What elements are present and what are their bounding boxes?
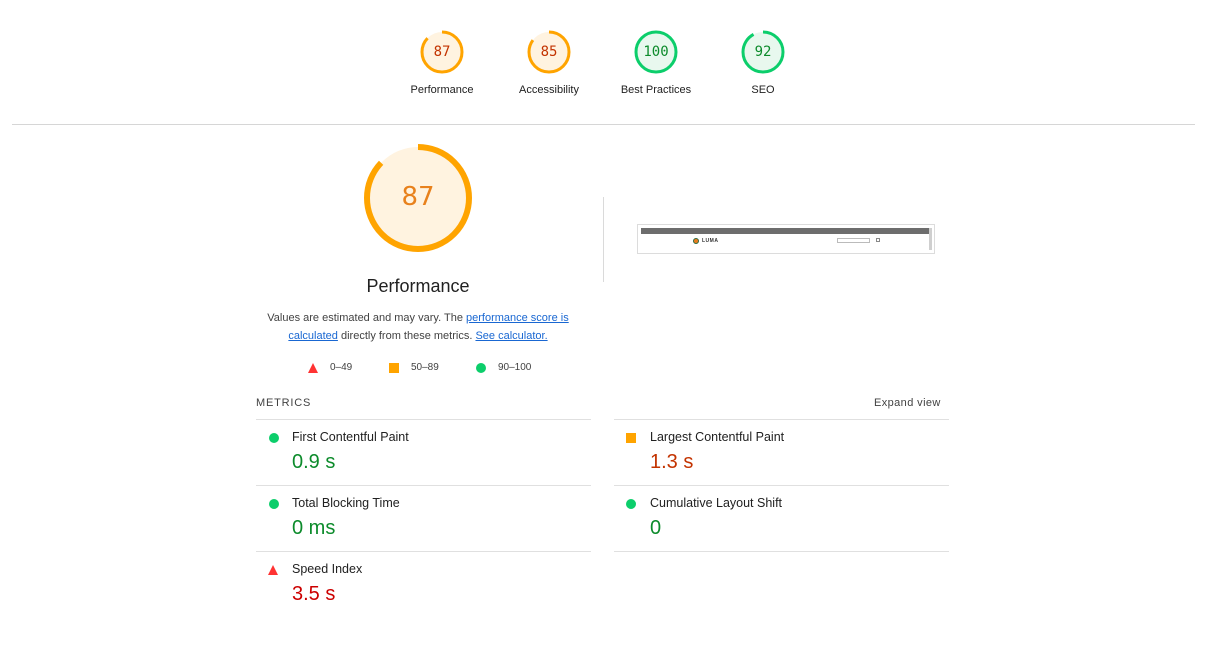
metrics-divider-right-2: [614, 485, 949, 486]
metric-largest-contentful-paint: Largest Contentful Paint 1.3 s: [614, 420, 949, 485]
legend-pass: 90–100: [476, 362, 531, 373]
metric-first-contentful-paint: First Contentful Paint 0.9 s: [256, 420, 591, 485]
metric-value: 3.5 s: [292, 583, 336, 605]
metric-value: 0: [650, 517, 662, 539]
category-gauge-performance[interactable]: 87 Performance: [382, 29, 502, 96]
metric-value: 1.3 s: [650, 451, 694, 473]
metric-name: Speed Index: [292, 562, 363, 576]
green-circle-icon: [626, 499, 636, 509]
performance-title: Performance: [366, 276, 470, 296]
performance-gauge-ring: [420, 30, 464, 74]
metric-name: Cumulative Layout Shift: [650, 496, 783, 510]
performance-score-link[interactable]: performance score is calculated: [288, 312, 569, 342]
best-practices-gauge-ring: [634, 30, 678, 74]
metric-name: First Contentful Paint: [292, 430, 409, 444]
header-divider: [12, 124, 1195, 125]
green-circle-icon: [269, 433, 279, 443]
red-triangle-icon: [308, 362, 318, 373]
description-prefix: Values are estimated and may vary. The: [267, 312, 466, 324]
page-screenshot-thumbnail[interactable]: LUMA: [637, 224, 935, 254]
description-middle: directly from these metrics.: [337, 330, 476, 342]
see-calculator-link[interactable]: See calculator.: [475, 330, 548, 342]
legend-fail: 0–49: [308, 362, 352, 373]
seo-score: 92: [754, 44, 772, 60]
performance-description: Values are estimated and may vary. The p…: [258, 309, 578, 345]
seo-label: SEO: [751, 84, 775, 96]
metrics-divider-left-1: [256, 419, 591, 420]
metric-cumulative-layout-shift: Cumulative Layout Shift 0: [614, 486, 949, 551]
metric-value: 0.9 s: [292, 451, 336, 473]
performance-label: Performance: [410, 84, 474, 96]
legend-average-range: 50–89: [411, 362, 439, 373]
luma-logo-icon: [693, 238, 699, 244]
thumbnail-scrollbar: [929, 228, 932, 250]
thumbnail-search-box: [837, 238, 870, 243]
legend-average: 50–89: [389, 362, 439, 373]
legend-pass-range: 90–100: [498, 362, 532, 373]
accessibility-gauge-ring: [527, 30, 571, 74]
metrics-divider-left-3: [256, 551, 591, 552]
category-gauge-best-practices[interactable]: 100 Best Practices: [596, 29, 716, 96]
thumbnail-logo-text: LUMA: [702, 238, 719, 244]
green-circle-icon: [476, 362, 486, 373]
thumbnail-cart-icon: [876, 238, 880, 242]
orange-square-icon: [626, 433, 636, 443]
metric-speed-index: Speed Index 3.5 s: [256, 552, 591, 617]
metric-name: Largest Contentful Paint: [650, 430, 785, 444]
performance-score: 87: [433, 44, 451, 60]
green-circle-icon: [269, 499, 279, 509]
category-gauge-accessibility[interactable]: 85 Accessibility: [489, 29, 609, 96]
metrics-divider-left-2: [256, 485, 591, 486]
metric-total-blocking-time: Total Blocking Time 0 ms: [256, 486, 591, 551]
best-practices-score: 100: [643, 44, 669, 60]
metric-value: 0 ms: [292, 517, 336, 539]
legend-fail-range: 0–49: [330, 362, 353, 373]
expand-view-toggle[interactable]: Expand view: [874, 397, 941, 409]
metrics-divider-right-3: [614, 551, 949, 552]
metrics-header: METRICS: [256, 397, 312, 409]
orange-square-icon: [389, 362, 399, 373]
performance-big-score: 87: [401, 182, 435, 212]
accessibility-label: Accessibility: [519, 84, 579, 96]
performance-big-gauge-ring: [364, 144, 472, 252]
category-gauge-seo[interactable]: 92 SEO: [703, 29, 823, 96]
seo-gauge-ring: [741, 30, 785, 74]
best-practices-label: Best Practices: [620, 84, 692, 96]
red-triangle-icon: [268, 565, 278, 575]
thumbnail-topbar: [641, 228, 931, 234]
accessibility-score: 85: [540, 44, 558, 60]
metrics-divider-right-1: [614, 419, 949, 420]
vertical-separator: [603, 197, 604, 282]
metric-name: Total Blocking Time: [292, 496, 400, 510]
